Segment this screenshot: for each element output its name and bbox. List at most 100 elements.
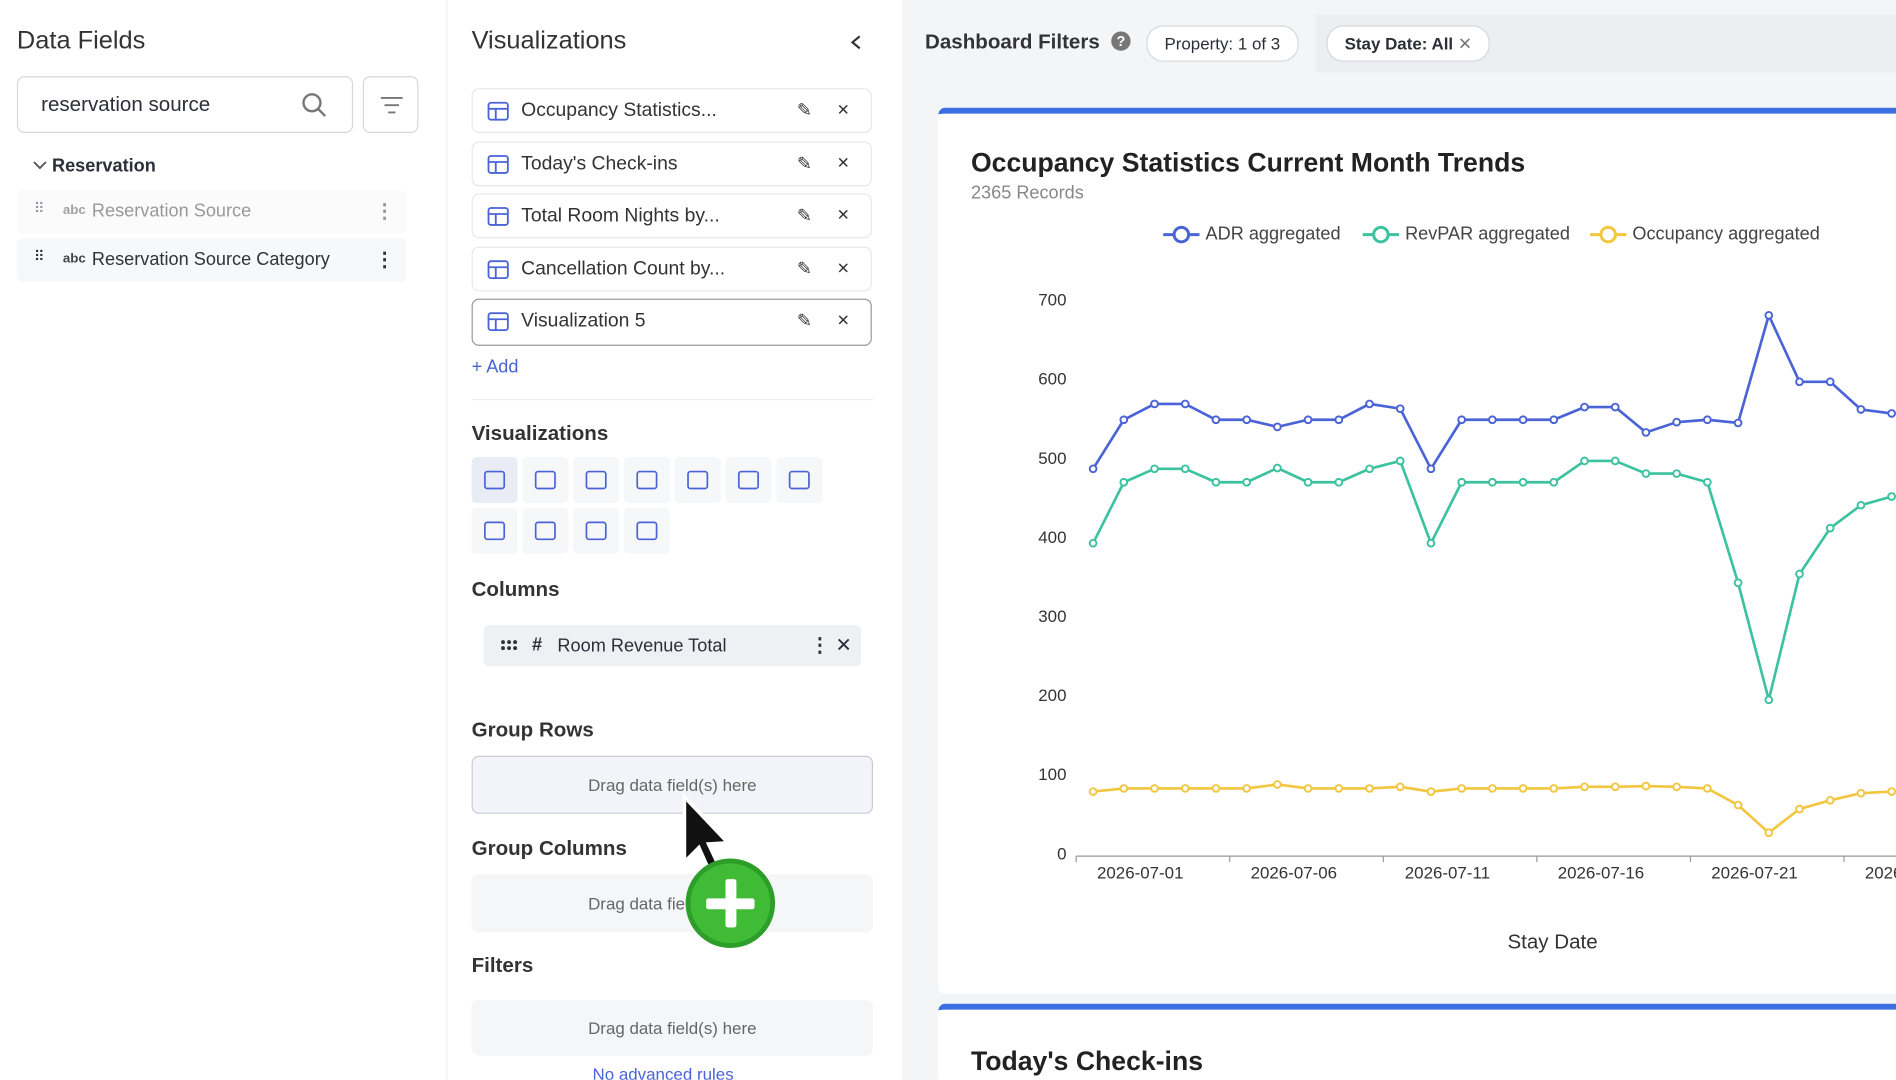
- y-tick-label: 0: [1057, 844, 1066, 863]
- vis-type-button[interactable]: [522, 457, 569, 504]
- search-box[interactable]: reservation source: [16, 76, 354, 134]
- data-point: [1733, 800, 1743, 810]
- data-point: [1180, 399, 1190, 409]
- y-tick-label: 300: [1038, 607, 1066, 626]
- chart-title: Occupancy Statistics Current Month Trend…: [971, 147, 1525, 177]
- column-chip[interactable]: # Room Revenue Total ⋮ ✕: [483, 625, 861, 667]
- vis-type-icon: [585, 470, 607, 490]
- vis-type-button[interactable]: [776, 457, 823, 504]
- data-point: [1672, 417, 1682, 427]
- remove-button[interactable]: ✕: [836, 205, 850, 224]
- drop-zone[interactable]: Drag data field(s) here: [471, 999, 874, 1056]
- data-point: [1242, 477, 1252, 487]
- filter-button[interactable]: [362, 76, 419, 134]
- vis-name: Cancellation Count by...: [521, 258, 726, 280]
- vis-item[interactable]: Occupancy Statistics... ✎ ✕: [471, 88, 872, 134]
- data-point: [1334, 477, 1344, 487]
- vis-item[interactable]: Total Room Nights by... ✎ ✕: [471, 193, 872, 239]
- vis-item[interactable]: Cancellation Count by... ✎ ✕: [471, 246, 872, 292]
- data-point: [1703, 415, 1712, 425]
- vis-icon: [487, 154, 509, 174]
- remove-button[interactable]: ✕: [836, 258, 850, 277]
- edit-button[interactable]: ✎: [796, 153, 813, 174]
- x-tick-label: 2026-07-21: [1711, 864, 1797, 883]
- data-point: [1518, 415, 1528, 425]
- data-point: [1457, 415, 1467, 425]
- remove-button[interactable]: ✕: [835, 636, 852, 657]
- chevron[interactable]: [33, 160, 48, 172]
- drag-cursor: [682, 792, 776, 948]
- vis-type-button[interactable]: [623, 457, 670, 504]
- menu-button[interactable]: ⋮: [374, 201, 395, 223]
- data-point: [1334, 415, 1344, 425]
- edit-button[interactable]: ✎: [796, 100, 813, 121]
- drop-zone[interactable]: Drag data field(s) here: [471, 755, 874, 814]
- vis-type-button[interactable]: [623, 507, 670, 554]
- vis-type-button[interactable]: [725, 457, 772, 504]
- field-group: Reservation: [51, 155, 156, 177]
- legend-marker: [1372, 225, 1390, 244]
- search-text: reservation source: [41, 93, 211, 117]
- remove-button[interactable]: ✕: [836, 153, 850, 172]
- data-point: [1457, 477, 1467, 487]
- vis-type-button[interactable]: [674, 457, 721, 504]
- legend-marker: [1172, 225, 1191, 244]
- field-row[interactable]: ⠿ abc Reservation Source Category ⋮: [16, 238, 407, 282]
- data-point: [1856, 500, 1866, 510]
- vis-item[interactable]: Today's Check-ins ✎ ✕: [471, 140, 872, 186]
- vis-type-button[interactable]: [471, 507, 518, 554]
- data-point: [1825, 523, 1835, 533]
- section-title: Group Rows: [471, 718, 594, 742]
- menu-button[interactable]: ⋮: [374, 250, 395, 271]
- data-point: [1610, 402, 1620, 412]
- y-tick-label: 100: [1038, 765, 1066, 784]
- field-row[interactable]: ⠿ abc Reservation Source ⋮: [16, 189, 407, 234]
- vis-type-icon: [534, 470, 556, 490]
- data-point: [1733, 418, 1743, 428]
- chart-card: [938, 107, 1896, 994]
- data-point: [1088, 787, 1098, 796]
- add-link[interactable]: + Add: [471, 356, 519, 378]
- edit-button[interactable]: ✎: [796, 258, 813, 280]
- vis-type-button[interactable]: [522, 507, 569, 554]
- data-point: [1549, 477, 1559, 487]
- section-title: Columns: [471, 577, 560, 601]
- vis-type-icon: [484, 470, 506, 490]
- edit-button[interactable]: ✎: [796, 311, 813, 332]
- vis-type-button[interactable]: [471, 457, 518, 504]
- date-chip[interactable]: Stay Date: All ✕: [1326, 25, 1491, 62]
- chart-subtitle: 2365 Records: [971, 182, 1084, 202]
- data-point: [1764, 695, 1774, 705]
- edit-button[interactable]: ✎: [796, 205, 813, 227]
- y-tick-label: 400: [1038, 528, 1066, 547]
- help-icon[interactable]: ?: [1111, 31, 1131, 51]
- legend-marker: [1599, 225, 1617, 244]
- data-point: [1856, 788, 1866, 798]
- divider: [446, 0, 448, 1080]
- vis-icon: [487, 207, 509, 227]
- field-type: abc: [62, 251, 86, 267]
- data-point: [1825, 377, 1835, 387]
- menu-button[interactable]: ⋮: [810, 636, 830, 657]
- vis-name: Occupancy Statistics...: [521, 100, 717, 121]
- data-point: [1303, 477, 1313, 487]
- data-point: [1764, 310, 1774, 320]
- remove-button[interactable]: ✕: [836, 311, 850, 330]
- vis-item[interactable]: Visualization 5 ✎ ✕: [471, 299, 872, 347]
- field-type: #: [532, 634, 543, 656]
- collapse-button[interactable]: [849, 34, 864, 51]
- property-chip[interactable]: Property: 1 of 3: [1146, 25, 1299, 62]
- data-point: [1887, 409, 1896, 418]
- vis-type-button[interactable]: [573, 457, 620, 504]
- data-point: [1088, 464, 1098, 474]
- data-point: [1365, 464, 1374, 474]
- data-point: [1426, 464, 1436, 474]
- remove-button[interactable]: ✕: [836, 100, 850, 119]
- vis-type-button[interactable]: [573, 507, 620, 554]
- data-point: [1088, 538, 1098, 548]
- data-point: [1242, 784, 1252, 793]
- data-point: [1395, 456, 1405, 466]
- link[interactable]: No advanced rules: [592, 1064, 734, 1080]
